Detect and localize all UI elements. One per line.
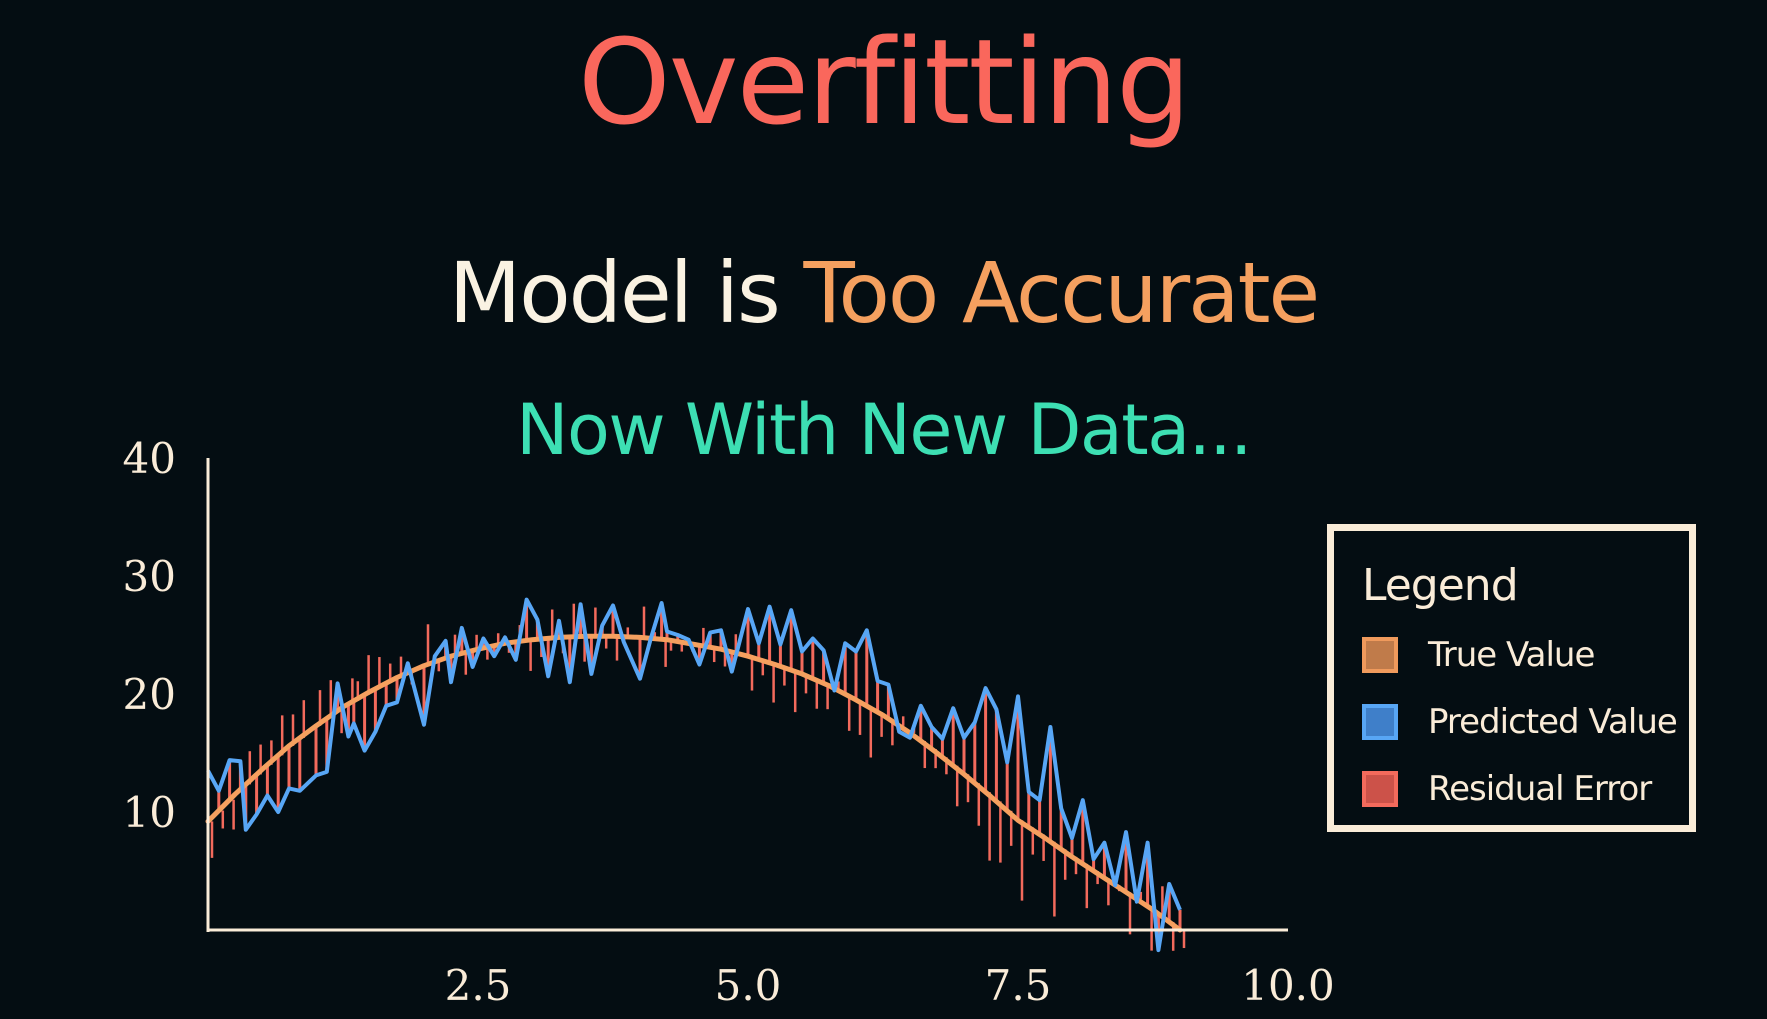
legend: Legend True Value Predicted Value Residu… [1327,524,1696,832]
y-tick-label: 30 [123,552,176,601]
legend-item-true-value: True Value [1362,621,1689,688]
true-value-line [205,633,1183,933]
legend-label: Predicted Value [1428,701,1678,742]
legend-title: Legend [1362,560,1519,611]
subtitle-part-1: Model is [448,244,781,342]
y-tick-label: 40 [123,434,176,483]
chart-subtitle-secondary: Now With New Data... [516,389,1252,471]
x-tick-label: 10.0 [1241,961,1335,1010]
predicted-value-line [206,597,1182,953]
chart-subtitle: Model is Too Accurate [0,243,1767,343]
x-tick-label: 5.0 [715,961,782,1010]
legend-label: True Value [1428,634,1595,675]
x-tick-label: 7.5 [985,961,1052,1010]
x-tick-label: 2.5 [445,961,512,1010]
legend-swatch-residual-error [1362,770,1398,807]
legend-label: Residual Error [1428,768,1652,809]
chart-title: Overfitting [577,13,1191,151]
legend-swatch-true-value [1362,636,1398,673]
y-tick-label: 10 [123,788,176,837]
legend-item-predicted-value: Predicted Value [1362,688,1689,755]
subtitle-part-2: Too Accurate [803,244,1320,342]
y-tick-label: 20 [123,670,176,719]
y-tick-labels: 10 20 30 40 [123,434,176,837]
x-tick-labels: 2.5 5.0 7.5 10.0 [445,961,1335,1010]
legend-swatch-predicted-value [1362,703,1398,740]
legend-item-residual-error: Residual Error [1362,755,1689,822]
